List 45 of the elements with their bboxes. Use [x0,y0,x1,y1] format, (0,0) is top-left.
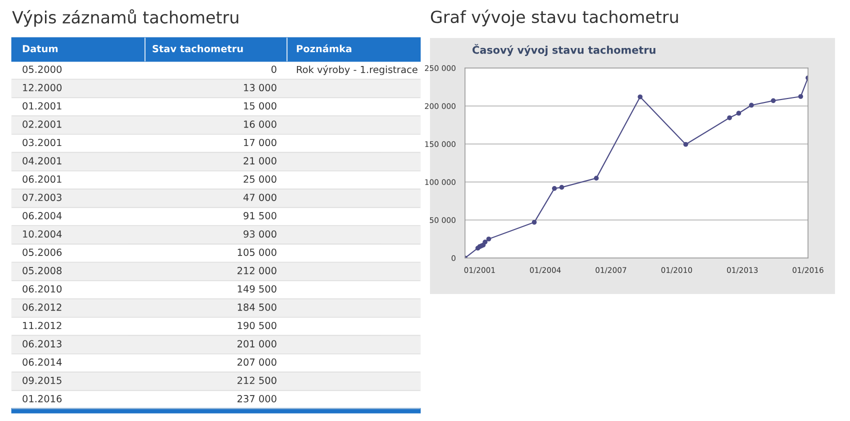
category-label: 02.2001 [22,120,62,128]
category-label: 05.2006 [22,248,62,256]
data-label: 105 000 [238,248,276,256]
data-label: 13 000 [244,84,276,92]
data-label: 207 000 [238,358,276,366]
data-label: 16 000 [244,120,276,128]
data-label: 93 000 [244,230,276,238]
category-label: 06.2013 [22,340,62,348]
data-label: 190 500 [238,322,276,330]
data-label: 15 000 [244,102,276,110]
data-label: 212 500 [238,376,276,384]
category-label: 06.2014 [22,358,62,366]
text: Poznámka [296,44,352,52]
data-label: 237 000 [238,395,276,402]
category-label: 03.2001 [22,138,62,146]
text: Datum [22,45,58,52]
category-label: 06.2010 [22,285,62,293]
category-label: 01.2001 [22,102,62,110]
chart-subtitle: Časový vývoj stavu tachometru [472,44,656,56]
data-label: 212 000 [238,266,276,274]
category-label: 01.2016 [22,395,62,402]
category-label: 07.2003 [22,194,62,202]
chart-title: Graf vývoje stavu tachometru [430,10,678,26]
data-label: 25 000 [244,175,276,183]
category-label: 05.2000 [22,66,62,73]
data-label: 17 000 [244,138,276,146]
data-label: 0 [271,66,276,73]
category-label: 09.2015 [22,376,62,384]
data-label: 184 500 [238,304,276,311]
text: Stav tachometru [152,44,243,52]
category-label: 06.2012 [22,304,62,311]
category-label: 10.2004 [23,230,62,238]
text: Výpis záznamů tachometru [12,9,238,27]
data-label: 91 500 [244,212,276,220]
category-label: 11.2012 [23,322,62,330]
category-label: 04.2001 [22,157,62,164]
category-label: 06.2004 [22,212,62,220]
category-label: 05.2008 [22,266,62,274]
data-label: 149 500 [238,285,276,293]
text: Rok výroby - 1.registrace [296,65,418,76]
data-label: 47 000 [243,194,276,202]
data-label: 21 000 [244,157,276,164]
category-label: 06.2001 [22,175,62,183]
data-label: 201 000 [238,340,276,348]
category-label: 12.2000 [23,84,62,92]
